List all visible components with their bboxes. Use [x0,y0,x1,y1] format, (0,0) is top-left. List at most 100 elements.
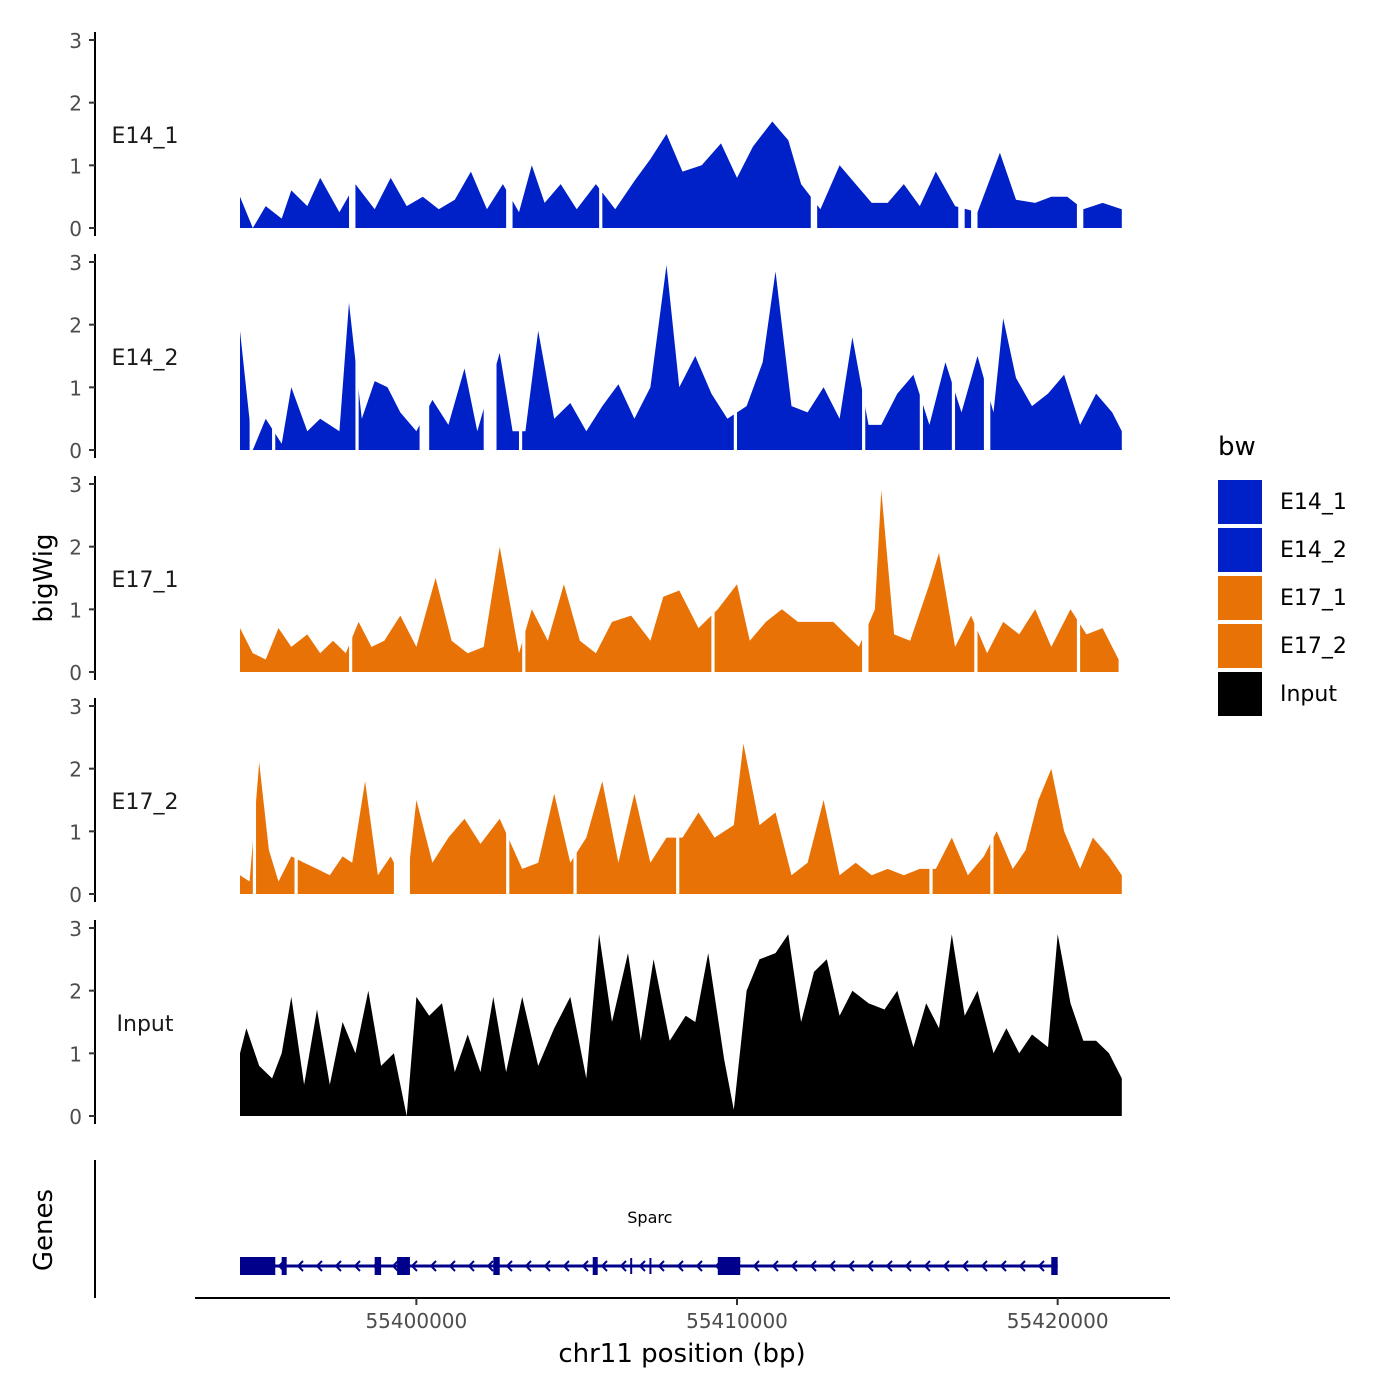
strand-arrow [942,1260,950,1272]
strand-arrow [296,1260,304,1272]
coverage-gap [522,474,526,673]
y-axis-title-bigwig: bigWig [29,533,59,622]
coverage-gap [810,30,818,229]
exon [493,1257,500,1275]
strand-arrow [961,1260,969,1272]
strand-arrow [695,1260,703,1272]
coverage-gap [711,474,715,673]
y-tick-label: 1 [69,1042,82,1066]
strand-arrow [353,1260,361,1272]
track-label: E17_2 [112,790,179,815]
strand-arrow [505,1260,513,1272]
strand-arrow [600,1260,608,1272]
coverage-gap [971,30,978,229]
strand-arrow [448,1260,456,1272]
track-panels: 0 1 2 3 E14_1 0 1 2 3 E14_2 0 1 2 3 E17_1 0 1 2 3 E17_2 0 1 2 3… [69,29,1122,1129]
legend-label: Input [1280,681,1337,707]
coverage-gap [983,252,991,451]
strand-arrow [315,1260,323,1272]
x-axis-title: chr11 position (bp) [558,1339,805,1369]
genes-panel: Sparc [94,1160,1058,1298]
coverage-gap [862,474,869,673]
x-tick-label: 55410000 [686,1309,788,1333]
y-axis-title-genes: Genes [29,1189,59,1271]
coverage-gap [419,252,430,451]
track-E14_1: 0 1 2 3 E14_1 [69,29,1122,241]
legend-item-E17_1: E17_1 [1218,576,1347,620]
strand-arrow [1018,1260,1026,1272]
exon [281,1257,287,1275]
strand-arrow [543,1260,551,1272]
y-tick-label: 1 [69,820,82,844]
coverage-gap [506,696,510,895]
gene-label: Sparc [627,1208,672,1227]
coverage-gap [990,696,994,895]
legend-label: E17_2 [1280,633,1347,659]
coverage-gap [862,252,866,451]
coverage-gap [506,30,513,229]
strand-arrow [391,1260,399,1272]
coverage-gap [349,474,353,673]
y-tick-label: 0 [69,439,82,463]
y-tick-label: 2 [69,314,82,338]
track-label: Input [117,1012,174,1037]
legend-item-E17_2: E17_2 [1218,624,1347,668]
strand-arrow [752,1260,760,1272]
strand-arrow [410,1260,418,1272]
coverage-area-E14_1 [240,121,1122,228]
strand-arrow [581,1260,589,1272]
strand-arrow [866,1260,874,1272]
y-tick-label: 2 [69,536,82,560]
strand-arrow [429,1260,437,1272]
legend-swatch [1218,480,1262,524]
strand-arrow [828,1260,836,1272]
y-tick-label: 1 [69,598,82,622]
legend-swatch [1218,672,1262,716]
coverage-gap [355,252,359,451]
coverage-gap [919,252,923,451]
exon [240,1257,276,1275]
track-E17_2: 0 1 2 3 E17_2 [69,695,1122,907]
y-tick-label: 3 [69,695,82,719]
exon [717,1257,741,1275]
coverage-gap [1076,474,1081,673]
y-tick-label: 3 [69,473,82,497]
strand-arrow [619,1260,627,1272]
legend-item-E14_1: E14_1 [1218,480,1347,524]
track-label: E14_1 [112,124,179,149]
coverage-gap [573,696,577,895]
strand-arrow [334,1260,342,1272]
strand-arrow [638,1260,646,1272]
strand-arrow [657,1260,665,1272]
coverage-gap [272,252,276,451]
legend-label: E17_1 [1280,585,1347,611]
x-tick-label: 55420000 [1007,1309,1109,1333]
coverage-gap [1076,30,1084,229]
strand-arrow [885,1260,893,1272]
strand-arrow [904,1260,912,1272]
coverage-gap [974,474,978,673]
strand-arrow [809,1260,817,1272]
coverage-gap [733,252,738,451]
y-tick-label: 1 [69,376,82,400]
coverage-area-E17_2 [240,743,1122,894]
strand-arrow [771,1260,779,1272]
coverage-gap [599,30,603,229]
exon [1051,1257,1058,1275]
coverage-gap [294,696,298,895]
legend-label: E14_2 [1280,537,1347,563]
strand-arrow [847,1260,855,1272]
track-E17_1: 0 1 2 3 E17_1 [69,473,1119,685]
strand-arrow [486,1260,494,1272]
y-tick-label: 0 [69,661,82,685]
track-E14_2: 0 1 2 3 E14_2 [69,251,1122,463]
coverage-gap [393,696,410,895]
legend-swatch [1218,528,1262,572]
legend-title: bw [1218,432,1256,462]
exon [592,1257,598,1275]
y-tick-label: 1 [69,154,82,178]
y-tick-label: 2 [69,758,82,782]
strand-arrow [980,1260,988,1272]
strand-arrow [562,1260,570,1272]
y-tick-label: 0 [69,883,82,907]
